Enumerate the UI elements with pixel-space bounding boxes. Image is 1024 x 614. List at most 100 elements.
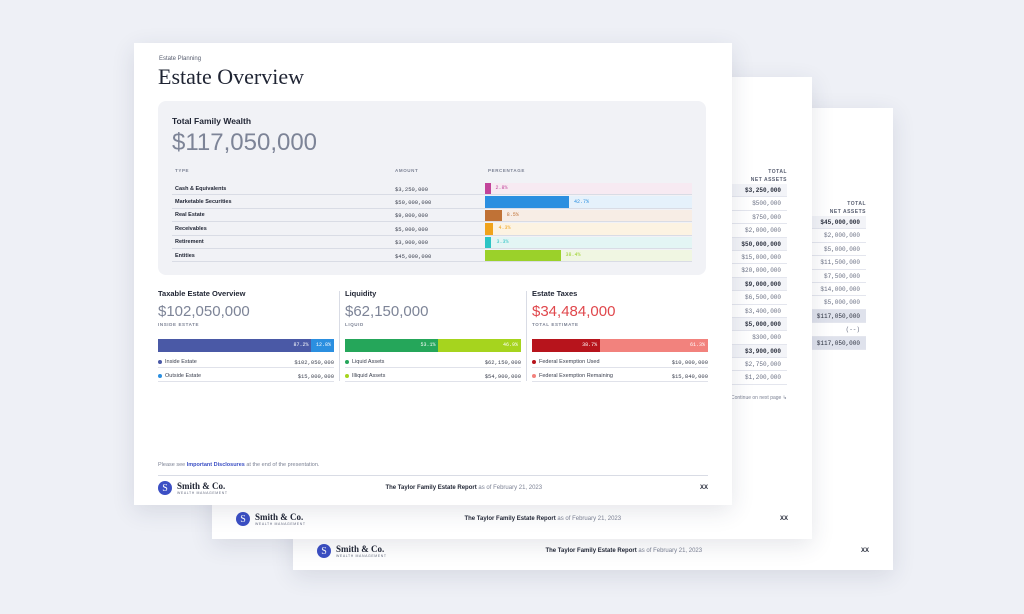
legend-label: Illiquid Assets (352, 372, 386, 379)
legend-dot (345, 373, 349, 378)
section-title: Taxable Estate Overview (158, 289, 246, 298)
net-assets-cell: $7,500,000 (812, 270, 866, 283)
col-header-amount: AMOUNT (395, 168, 419, 173)
legend-item: Illiquid Assets $54,900,000 (345, 369, 521, 382)
legend-dot (345, 359, 349, 364)
net-assets-cell: $20,000,000 (731, 264, 787, 278)
divider (339, 291, 340, 381)
percentage-bar (485, 250, 561, 262)
legend-item: Federal Exemption Remaining $15,840,000 (532, 369, 708, 382)
split-segment: 61.3% (600, 339, 708, 352)
percentage-bar (485, 209, 502, 222)
net-assets-cell: $6,500,000 (731, 291, 787, 305)
legend-label: Inside Estate (165, 358, 197, 365)
net-assets-cell: $300,000 (731, 331, 787, 345)
column-header: TOTAL NET ASSETS (829, 201, 866, 215)
wealth-row: Entities $45,000,000 38.4% (172, 249, 692, 263)
continue-note: Continue on next page ↳ (731, 395, 787, 401)
legend-value: $54,900,000 (484, 372, 521, 380)
asset-amount: $5,000,000 (395, 225, 429, 233)
asset-type: Cash & Equivalents (175, 185, 227, 192)
section-value: $34,484,000 (532, 303, 616, 320)
legend-label: Federal Exemption Remaining (539, 372, 613, 379)
percentage-track (485, 183, 692, 195)
legend-item: Outside Estate $15,000,000 (158, 369, 334, 382)
legend-dot (158, 359, 162, 364)
estate-taxes-section: Estate Taxes $34,484,000 TOTAL ESTIMATE (532, 289, 707, 327)
footer-rule (158, 475, 708, 476)
net-assets-cell: $3,400,000 (731, 305, 787, 318)
asset-amount: $3,250,000 (395, 185, 429, 193)
page-title: Estate Overview (158, 64, 304, 89)
divider (526, 291, 527, 381)
wealth-row: Receivables $5,000,000 4.3% (172, 222, 692, 236)
logo-mark: S (317, 544, 331, 558)
net-assets-cell: $3,900,000 (731, 344, 787, 359)
asset-amount: $45,000,000 (395, 252, 432, 260)
taxes-split-bar: 38.7% 61.3% (532, 339, 708, 352)
page-number: XX (699, 485, 708, 491)
split-segment: 46.9% (438, 339, 521, 352)
asset-type: Receivables (175, 225, 207, 232)
wealth-row: Real Estate $9,800,000 8.5% (172, 209, 692, 223)
wealth-label: Total Family Wealth (172, 116, 252, 126)
legend-label: Liquid Assets (352, 358, 385, 365)
disclosure-note: Please see Important Disclosures at the … (158, 462, 320, 468)
net-assets-cell: $9,000,000 (731, 277, 787, 292)
net-assets-column: TOTAL NET ASSETS $3,250,000 $500,000 $750,0… (731, 168, 787, 385)
legend-item: Liquid Assets $62,150,000 (345, 355, 521, 368)
taxable-split-bar: 87.2% 12.8% (158, 339, 334, 352)
asset-type: Real Estate (175, 212, 205, 219)
section-title: Estate Taxes (532, 289, 578, 298)
net-assets-column: TOTAL NET ASSETS $45,000,000 $2,000,000 $5,… (812, 200, 866, 350)
section-subtitle: TOTAL ESTIMATE (532, 322, 579, 327)
asset-type: Marketable Securities (175, 198, 232, 205)
net-assets-cell: $50,000,000 (731, 237, 787, 251)
percentage-label: 42.7% (574, 198, 590, 205)
page-number: XX (860, 548, 869, 554)
net-assets-cell: $500,000 (731, 197, 787, 211)
disclosures-link[interactable]: Important Disclosures (186, 462, 245, 468)
section-value: $62,150,000 (345, 303, 429, 320)
column-header: TOTAL NET ASSETS (750, 169, 787, 183)
report-title: The Taylor Family Estate Report as of Fe… (385, 485, 543, 491)
col-header-percentage: PERCENTAGE (488, 168, 525, 173)
split-segment: 12.8% (311, 339, 334, 352)
net-assets-cell: $5,000,000 (812, 296, 866, 310)
net-assets-cell: $1,200,000 (731, 371, 787, 385)
net-assets-cell: (--) (812, 323, 866, 337)
page-number: XX (779, 516, 788, 522)
legend-dot (158, 373, 162, 378)
wealth-row: Retirement $3,900,000 3.3% (172, 236, 692, 249)
brand-logo: S Smith & Co. WEALTH MANAGEMENT (317, 544, 387, 558)
estate-overview-page: Estate Planning Estate Overview Total Fa… (134, 43, 732, 505)
page-footer: S Smith & Co. WEALTH MANAGEMENT The Taylo… (236, 507, 788, 531)
asset-type: Entities (175, 252, 195, 259)
legend-value: $62,150,000 (484, 358, 521, 366)
brand-logo: S Smith & Co. WEALTH MANAGEMENT (158, 481, 228, 495)
split-segment: 38.7% (532, 339, 601, 352)
legend-value: $15,840,000 (671, 372, 708, 380)
net-assets-cell: $2,750,000 (731, 358, 787, 372)
section-eyebrow: Estate Planning (159, 56, 202, 62)
net-assets-cell: $750,000 (731, 211, 787, 225)
net-assets-cell: $5,000,000 (812, 243, 866, 257)
net-assets-cell: $11,500,000 (812, 256, 866, 270)
report-title: The Taylor Family Estate Report as of Fe… (464, 516, 622, 522)
asset-amount: $3,900,000 (395, 239, 429, 247)
asset-type: Retirement (175, 239, 204, 246)
wealth-row: Cash & Equivalents $3,250,000 2.8% (172, 182, 692, 196)
legend-label: Outside Estate (165, 372, 202, 379)
percentage-label: 3.3% (496, 238, 509, 245)
split-segment: 87.2% (158, 339, 312, 352)
section-subtitle: INSIDE ESTATE (158, 322, 200, 327)
net-assets-cell: $5,000,000 (731, 317, 787, 332)
net-assets-cell: $3,250,000 (731, 184, 787, 198)
percentage-bar (485, 196, 569, 208)
percentage-track (485, 250, 692, 262)
asset-amount: $9,800,000 (395, 212, 429, 220)
report-title: The Taylor Family Estate Report as of Fe… (545, 548, 703, 554)
liquidity-section: Liquidity $62,150,000 LIQUID (345, 289, 520, 327)
asset-amount: $50,000,000 (395, 198, 432, 206)
percentage-label: 8.5% (506, 211, 519, 218)
